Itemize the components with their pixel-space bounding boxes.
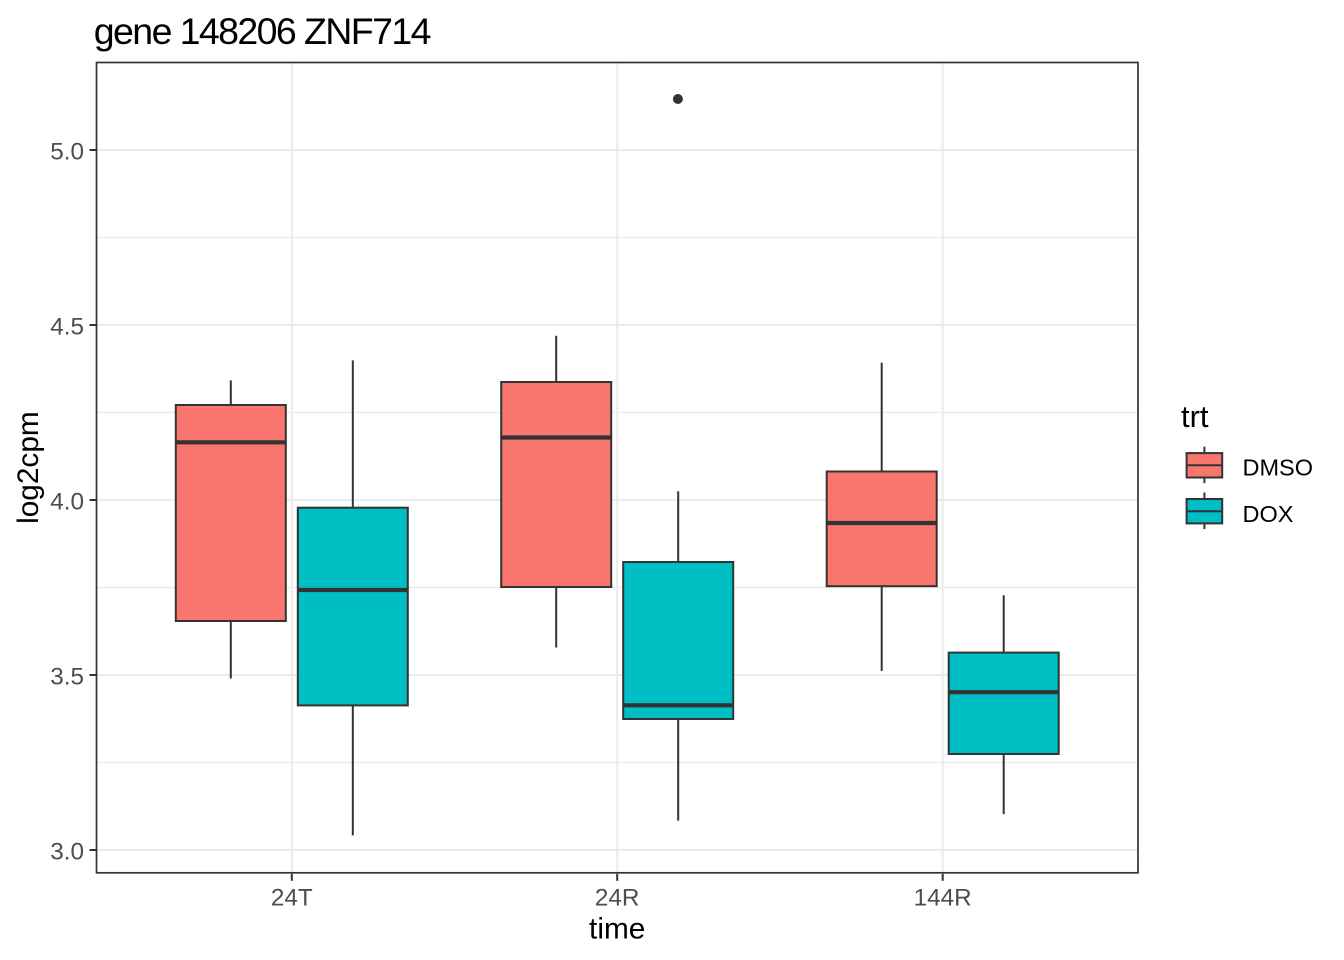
svg-text:144R: 144R xyxy=(914,885,972,912)
svg-text:DMSO: DMSO xyxy=(1243,455,1314,481)
svg-text:time: time xyxy=(589,913,645,946)
svg-text:5.0: 5.0 xyxy=(50,139,84,166)
svg-text:24T: 24T xyxy=(271,885,313,912)
svg-text:DOX: DOX xyxy=(1243,501,1294,527)
svg-text:4.0: 4.0 xyxy=(50,489,84,516)
svg-text:trt: trt xyxy=(1181,399,1209,434)
svg-text:24R: 24R xyxy=(595,885,640,912)
svg-text:log2cpm: log2cpm xyxy=(12,411,45,524)
svg-text:4.5: 4.5 xyxy=(50,314,84,341)
svg-text:3.0: 3.0 xyxy=(50,839,84,866)
svg-text:3.5: 3.5 xyxy=(50,664,84,691)
svg-text:gene 148206 ZNF714: gene 148206 ZNF714 xyxy=(94,10,431,52)
